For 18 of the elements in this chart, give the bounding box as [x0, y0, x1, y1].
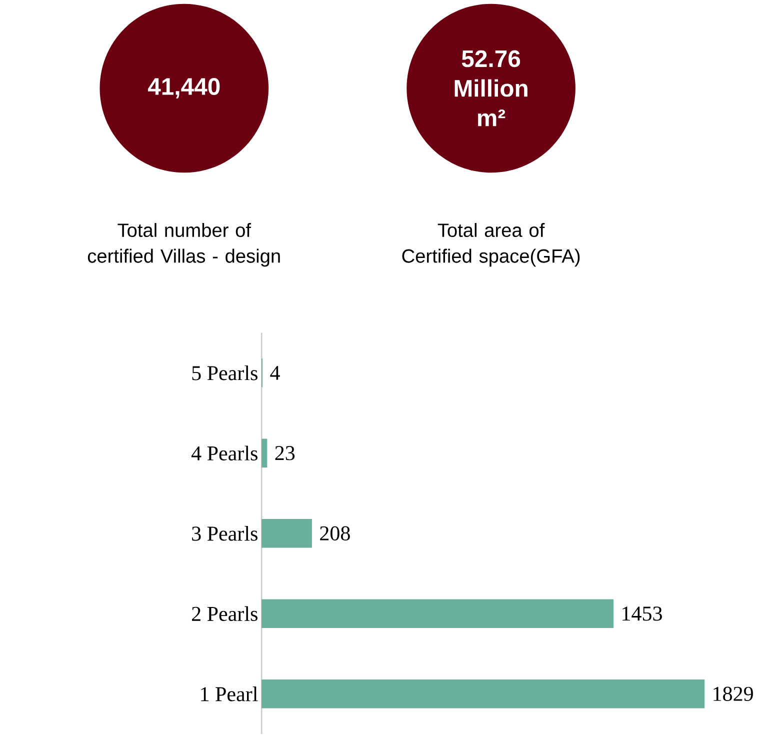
y-tick-label: 1 Pearl	[201, 686, 258, 702]
bar	[262, 680, 705, 708]
data-label: 1829	[714, 686, 753, 702]
data-label: 4	[270, 366, 280, 380]
text: 52.76 Million m²	[454, 50, 528, 126]
y-tick-label: 5 Pearls	[192, 366, 258, 380]
data-label: 208	[320, 526, 350, 541]
bar	[262, 599, 614, 628]
y-tick-label: 3 Pearls	[192, 526, 258, 541]
data-label: 23	[275, 446, 295, 460]
bar	[262, 438, 268, 468]
y-tick-label: 2 Pearls	[192, 606, 258, 622]
text: 41,440	[148, 78, 220, 99]
y-tick-label: 4 Pearls	[191, 446, 258, 461]
bar	[262, 519, 312, 548]
data-label: 1453	[622, 606, 662, 621]
text: Total area of Certified space(GFA)	[402, 223, 580, 267]
text: Total number of certified Villas - design	[88, 223, 280, 267]
